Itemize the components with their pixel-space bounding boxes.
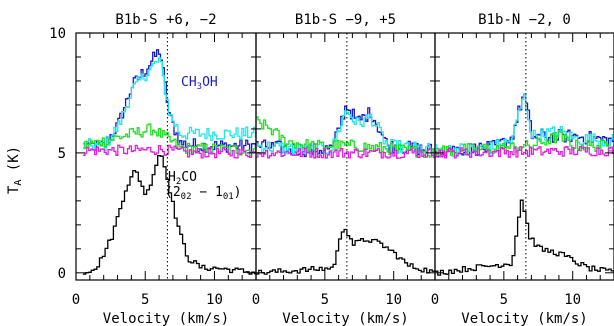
x-axis-label-1: Velocity (km/s) <box>103 311 229 326</box>
x-axis-label-3: Velocity (km/s) <box>461 311 587 326</box>
x-tick-label-3-5: 5 <box>500 292 508 308</box>
spectrum-h2co-panel-2 <box>256 228 435 275</box>
panel-frame-1 <box>75 32 257 281</box>
y-tick-label-0: 0 <box>58 266 66 282</box>
x-tick-label-2-0: 0 <box>252 292 260 308</box>
x-tick-label-1-10: 10 <box>206 292 223 308</box>
spectrum-ch3oh_b-panel-1 <box>82 57 256 152</box>
panel-title-1: B1b-S +6, −2 <box>115 12 216 28</box>
spectrum-green-panel-1 <box>82 123 256 157</box>
y-tick-label-5: 5 <box>58 146 66 162</box>
x-tick-label-1-5: 5 <box>141 292 149 308</box>
x-axis-label-2: Velocity (km/s) <box>282 311 408 326</box>
spectrum-panel-2: B1b-S −9, +5 0 5 10 Velocity (km/s) <box>252 12 436 326</box>
panel-title-3: B1b-N −2, 0 <box>478 12 571 28</box>
panel-title-2: B1b-S −9, +5 <box>295 12 396 28</box>
x-tick-label-2-5: 5 <box>321 292 329 308</box>
spectrum-h2co-panel-3 <box>435 199 614 276</box>
spectrum-magenta-panel-1 <box>82 144 256 159</box>
y-tick-label-10: 10 <box>49 26 66 42</box>
spectrum-panel-1: B1b-S +6, −2 0 5 10 Velocity (km/s) <box>72 12 257 326</box>
h2co-label: H2CO <box>168 170 197 187</box>
ch3oh-label: CH3OH <box>181 75 218 92</box>
spectrum-panel-3: B1b-N −2, 0 0 5 10 Velocity (km/s) <box>431 12 614 326</box>
spectrum-h2co-panel-1 <box>82 155 256 275</box>
x-tick-label-3-10: 10 <box>564 292 581 308</box>
h2co-transition-label: (202 − 101) <box>165 185 241 202</box>
spectrum-magenta-panel-2 <box>256 147 435 159</box>
x-tick-label-3-0: 0 <box>431 292 439 308</box>
spectrum-magenta-panel-3 <box>435 146 614 159</box>
x-tick-label-1-0: 0 <box>72 292 80 308</box>
panel-frame-3 <box>434 32 614 281</box>
x-tick-label-2-10: 10 <box>385 292 402 308</box>
y-axis-label: TA (K) <box>6 146 24 194</box>
spectrum-green-panel-2 <box>256 116 435 159</box>
